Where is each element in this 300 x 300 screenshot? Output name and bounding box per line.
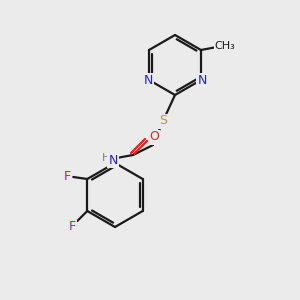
Text: H: H [102,153,110,163]
Text: O: O [149,130,159,143]
Text: N: N [108,154,118,166]
Text: F: F [69,220,76,232]
Text: S: S [159,115,167,128]
Text: N: N [143,74,153,86]
Text: N: N [197,74,207,86]
Text: F: F [64,170,71,184]
Text: CH₃: CH₃ [214,41,236,51]
